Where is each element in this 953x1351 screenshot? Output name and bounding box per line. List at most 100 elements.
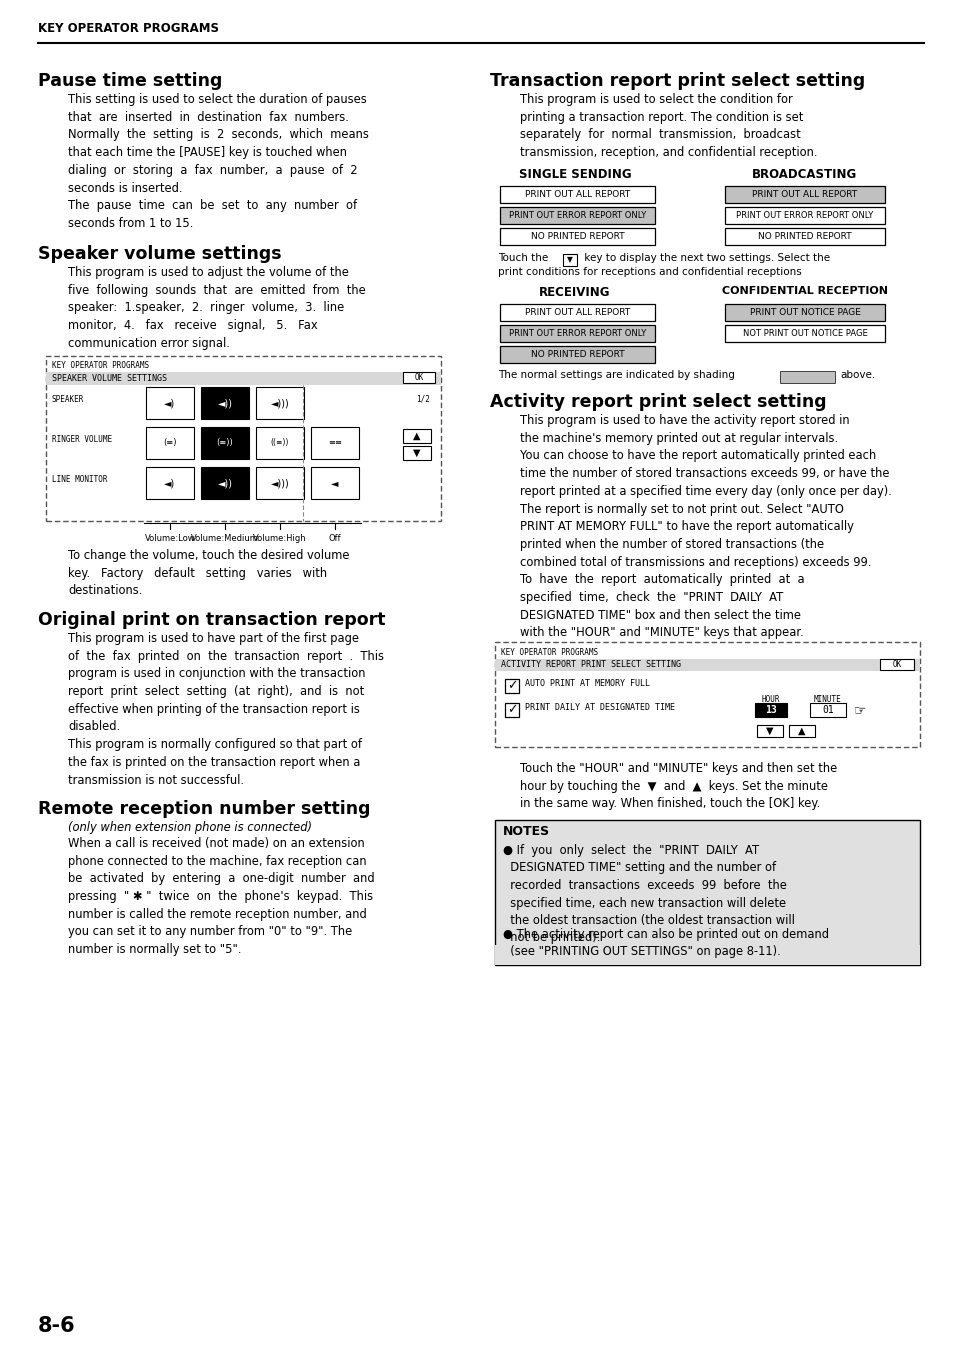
Text: ◄)): ◄)) <box>217 478 233 488</box>
Bar <box>499 346 655 363</box>
Bar <box>311 467 358 499</box>
Text: This program is used to adjust the volume of the
five  following  sounds  that  : This program is used to adjust the volum… <box>68 266 365 350</box>
Text: NOT PRINT OUT NOTICE PAGE: NOT PRINT OUT NOTICE PAGE <box>741 330 866 338</box>
Bar <box>499 304 655 322</box>
Bar <box>146 467 193 499</box>
Text: Touch the: Touch the <box>497 253 548 263</box>
Bar <box>46 372 440 385</box>
Text: SINGLE SENDING: SINGLE SENDING <box>518 168 631 181</box>
Text: BROADCASTING: BROADCASTING <box>752 168 857 181</box>
Bar <box>724 207 884 224</box>
Text: This program is used to have part of the first page
of  the  fax  printed  on  t: This program is used to have part of the… <box>68 632 384 786</box>
Text: (only when extension phone is connected): (only when extension phone is connected) <box>68 821 312 834</box>
Text: HOUR: HOUR <box>760 694 780 704</box>
Bar <box>788 725 814 738</box>
Text: MINUTE: MINUTE <box>813 694 841 704</box>
Text: Pause time setting: Pause time setting <box>38 72 222 91</box>
Text: NOTES: NOTES <box>502 825 550 838</box>
Text: Off: Off <box>329 534 341 543</box>
Text: NO PRINTED REPORT: NO PRINTED REPORT <box>758 232 851 240</box>
Bar <box>562 254 577 266</box>
Text: ☞: ☞ <box>853 703 865 717</box>
Text: PRINT OUT ALL REPORT: PRINT OUT ALL REPORT <box>752 190 857 199</box>
Bar <box>499 326 655 342</box>
Bar <box>495 820 919 965</box>
Bar <box>724 186 884 203</box>
Text: 13: 13 <box>764 705 776 715</box>
Bar <box>146 386 193 419</box>
Text: To change the volume, touch the desired volume
key.   Factory   default   settin: To change the volume, touch the desired … <box>68 549 349 597</box>
Bar <box>724 228 884 245</box>
Text: above.: above. <box>840 370 874 380</box>
Text: NO PRINTED REPORT: NO PRINTED REPORT <box>530 232 623 240</box>
Text: ▼: ▼ <box>413 449 420 458</box>
Text: When a call is received (not made) on an extension
phone connected to the machin: When a call is received (not made) on an… <box>68 838 375 957</box>
Text: 01: 01 <box>821 705 833 715</box>
Text: 1/2: 1/2 <box>416 394 430 404</box>
Text: print conditions for receptions and confidential receptions: print conditions for receptions and conf… <box>497 267 801 277</box>
Bar <box>495 944 919 965</box>
Bar <box>499 207 655 224</box>
Text: PRINT OUT ALL REPORT: PRINT OUT ALL REPORT <box>524 308 630 317</box>
Text: ▲: ▲ <box>413 431 420 440</box>
Bar <box>402 446 431 459</box>
Text: key to display the next two settings. Select the: key to display the next two settings. Se… <box>580 253 829 263</box>
Text: ✓: ✓ <box>506 680 517 693</box>
Bar <box>724 326 884 342</box>
Text: PRINT OUT NOTICE PAGE: PRINT OUT NOTICE PAGE <box>749 308 860 317</box>
Text: ◄)): ◄)) <box>217 399 233 408</box>
Bar <box>724 304 884 322</box>
Text: PRINT DAILY AT DESIGNATED TIME: PRINT DAILY AT DESIGNATED TIME <box>524 704 675 712</box>
Text: KEY OPERATOR PROGRAMS: KEY OPERATOR PROGRAMS <box>38 22 219 35</box>
Text: Transaction report print select setting: Transaction report print select setting <box>490 72 864 91</box>
Text: ◄))): ◄))) <box>271 478 289 488</box>
Text: Remote reception number setting: Remote reception number setting <box>38 800 370 817</box>
Bar <box>495 659 919 671</box>
Bar <box>504 680 518 693</box>
Bar <box>499 186 655 203</box>
Text: Original print on transaction report: Original print on transaction report <box>38 611 385 630</box>
Text: Activity report print select setting: Activity report print select setting <box>490 393 825 411</box>
Bar <box>255 427 304 459</box>
Bar <box>495 642 919 747</box>
Text: ✓: ✓ <box>506 704 517 716</box>
Text: This program is used to select the condition for
printing a transaction report. : This program is used to select the condi… <box>519 93 817 159</box>
Bar <box>402 430 431 443</box>
Text: LINE MONITOR: LINE MONITOR <box>52 476 108 484</box>
Text: ◄): ◄) <box>164 478 175 488</box>
Text: ● If  you  only  select  the  "PRINT  DAILY  AT
  DESIGNATED TIME" setting and t: ● If you only select the "PRINT DAILY AT… <box>502 844 794 944</box>
Text: ▲: ▲ <box>798 725 805 736</box>
Text: PRINT OUT ALL REPORT: PRINT OUT ALL REPORT <box>524 190 630 199</box>
Bar <box>311 427 358 459</box>
Text: PRINT OUT ERROR REPORT ONLY: PRINT OUT ERROR REPORT ONLY <box>508 330 645 338</box>
Text: AUTO PRINT AT MEMORY FULL: AUTO PRINT AT MEMORY FULL <box>524 680 649 689</box>
Text: This program is used to have the activity report stored in
the machine's memory : This program is used to have the activit… <box>519 413 891 639</box>
Bar <box>255 386 304 419</box>
Text: ACTIVITY REPORT PRINT SELECT SETTING: ACTIVITY REPORT PRINT SELECT SETTING <box>500 661 680 669</box>
Text: (≡): (≡) <box>163 439 176 447</box>
Text: ◄))): ◄))) <box>271 399 289 408</box>
Text: RINGER VOLUME: RINGER VOLUME <box>52 435 112 444</box>
Text: SPEAKER VOLUME SETTINGS: SPEAKER VOLUME SETTINGS <box>52 374 167 382</box>
Bar <box>754 703 786 717</box>
Text: ▼: ▼ <box>566 255 573 265</box>
Text: 8-6: 8-6 <box>38 1316 75 1336</box>
Text: (≡)): (≡)) <box>216 439 233 447</box>
Bar <box>879 659 913 670</box>
Text: OK: OK <box>891 661 901 669</box>
Text: KEY OPERATOR PROGRAMS: KEY OPERATOR PROGRAMS <box>500 648 598 657</box>
Text: Speaker volume settings: Speaker volume settings <box>38 245 281 263</box>
Text: PRINT OUT ERROR REPORT ONLY: PRINT OUT ERROR REPORT ONLY <box>508 211 645 220</box>
Bar <box>255 467 304 499</box>
Text: KEY OPERATOR PROGRAMS: KEY OPERATOR PROGRAMS <box>52 361 149 370</box>
Bar <box>757 725 782 738</box>
Text: NO PRINTED REPORT: NO PRINTED REPORT <box>530 350 623 359</box>
Text: ((≡)): ((≡)) <box>271 439 289 447</box>
Text: ◄): ◄) <box>164 399 175 408</box>
Text: ≡≡: ≡≡ <box>328 439 341 447</box>
Text: PRINT OUT ERROR REPORT ONLY: PRINT OUT ERROR REPORT ONLY <box>736 211 873 220</box>
Text: This setting is used to select the duration of pauses
that  are  inserted  in  d: This setting is used to select the durat… <box>68 93 369 230</box>
Text: RECEIVING: RECEIVING <box>538 286 610 299</box>
Bar <box>201 467 249 499</box>
Bar <box>499 228 655 245</box>
